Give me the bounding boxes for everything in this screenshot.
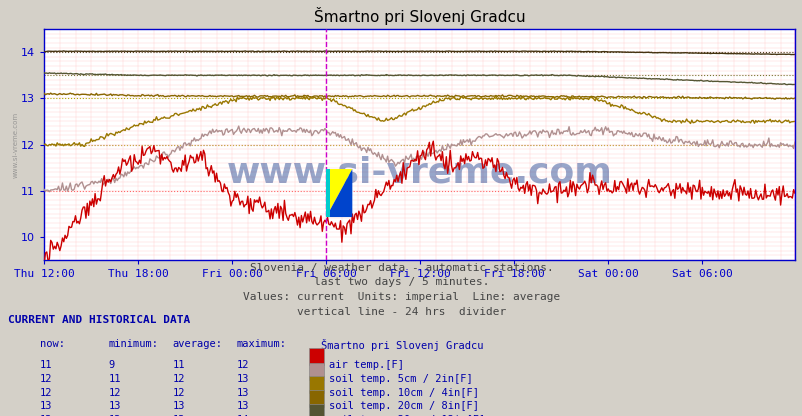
- Text: 12: 12: [237, 360, 249, 370]
- Text: minimum:: minimum:: [108, 339, 158, 349]
- Text: 13: 13: [237, 374, 249, 384]
- Polygon shape: [326, 169, 352, 217]
- Text: vertical line - 24 hrs  divider: vertical line - 24 hrs divider: [297, 307, 505, 317]
- Text: 13: 13: [237, 388, 249, 398]
- Title: Šmartno pri Slovenj Gradcu: Šmartno pri Slovenj Gradcu: [314, 7, 525, 25]
- Text: last two days / 5 minutes.: last two days / 5 minutes.: [314, 277, 488, 287]
- Text: 12: 12: [172, 388, 185, 398]
- Text: Slovenia / weather data - automatic stations.: Slovenia / weather data - automatic stat…: [249, 263, 553, 273]
- Bar: [309, 390, 323, 407]
- Bar: [309, 376, 323, 393]
- Text: 11: 11: [40, 360, 53, 370]
- Text: 13: 13: [237, 401, 249, 411]
- Text: 14: 14: [237, 415, 249, 416]
- Text: 13: 13: [172, 415, 185, 416]
- Text: 9: 9: [108, 360, 115, 370]
- Text: soil temp. 30cm / 12in[F]: soil temp. 30cm / 12in[F]: [329, 415, 485, 416]
- Text: soil temp. 10cm / 4in[F]: soil temp. 10cm / 4in[F]: [329, 388, 479, 398]
- Text: now:: now:: [40, 339, 65, 349]
- Text: 13: 13: [40, 415, 53, 416]
- Bar: [309, 363, 323, 379]
- Text: 12: 12: [108, 388, 121, 398]
- Text: 13: 13: [108, 415, 121, 416]
- Text: 13: 13: [172, 401, 185, 411]
- Text: air temp.[F]: air temp.[F]: [329, 360, 403, 370]
- Text: soil temp. 20cm / 8in[F]: soil temp. 20cm / 8in[F]: [329, 401, 479, 411]
- Text: Values: current  Units: imperial  Line: average: Values: current Units: imperial Line: av…: [242, 292, 560, 302]
- Text: 12: 12: [40, 388, 53, 398]
- Bar: [309, 348, 323, 365]
- Text: 12: 12: [40, 374, 53, 384]
- Text: average:: average:: [172, 339, 222, 349]
- Polygon shape: [326, 169, 329, 217]
- Text: CURRENT AND HISTORICAL DATA: CURRENT AND HISTORICAL DATA: [8, 315, 190, 325]
- Text: soil temp. 5cm / 2in[F]: soil temp. 5cm / 2in[F]: [329, 374, 472, 384]
- Polygon shape: [326, 169, 352, 217]
- Text: 13: 13: [108, 401, 121, 411]
- Text: 11: 11: [172, 360, 185, 370]
- Text: www.si-vreme.com: www.si-vreme.com: [13, 111, 18, 178]
- Text: 11: 11: [108, 374, 121, 384]
- Bar: [309, 404, 323, 416]
- Text: www.si-vreme.com: www.si-vreme.com: [226, 155, 612, 189]
- Text: Šmartno pri Slovenj Gradcu: Šmartno pri Slovenj Gradcu: [321, 339, 483, 351]
- Text: 13: 13: [40, 401, 53, 411]
- Text: maximum:: maximum:: [237, 339, 286, 349]
- Text: 12: 12: [172, 374, 185, 384]
